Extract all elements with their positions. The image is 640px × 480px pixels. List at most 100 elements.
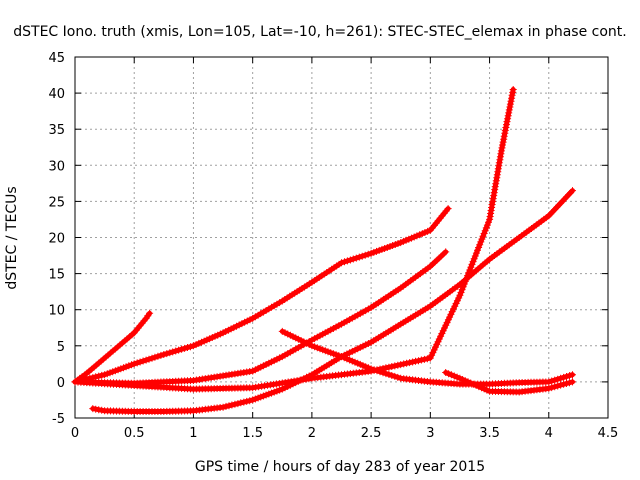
- data-point: [163, 350, 171, 358]
- data-point: [505, 109, 513, 117]
- data-point: [151, 353, 159, 361]
- data-point: [370, 366, 378, 374]
- y-tick-label: 15: [48, 268, 65, 283]
- data-point: [246, 397, 254, 405]
- data-point: [169, 348, 177, 356]
- data-point: [505, 106, 513, 114]
- y-tick-label: 40: [48, 87, 65, 102]
- data-point: [385, 371, 393, 378]
- data-point: [412, 357, 419, 365]
- data-point: [130, 360, 138, 368]
- data-point: [545, 378, 553, 386]
- data-point: [133, 359, 141, 367]
- data-point: [551, 376, 559, 384]
- grid: [75, 57, 608, 418]
- data-point: [417, 356, 425, 364]
- data-point: [557, 374, 565, 382]
- data-point: [485, 218, 492, 226]
- y-axis-ticks: -5 0 5 10 15 20 25 30 35 40 45: [48, 51, 608, 427]
- data-point: [145, 355, 153, 363]
- y-tick-label: 10: [48, 304, 65, 319]
- data-point: [222, 402, 230, 410]
- data-point: [400, 360, 408, 368]
- data-point: [385, 363, 393, 371]
- x-tick-label: 1: [189, 426, 197, 441]
- data-point: [423, 355, 431, 363]
- data-point: [175, 346, 183, 354]
- data-point: [376, 368, 384, 376]
- data-point: [237, 399, 245, 407]
- y-tick-label: 35: [48, 123, 65, 138]
- data-point: [509, 86, 517, 93]
- x-tick-label: 4: [545, 426, 553, 441]
- data-point: [503, 118, 511, 126]
- data-point: [166, 349, 174, 357]
- data-point: [240, 398, 248, 406]
- y-axis-label: dSTEC / TECUs: [4, 186, 20, 289]
- data-point: [228, 401, 236, 409]
- x-tick-label: 0: [71, 426, 79, 441]
- data-point: [499, 141, 506, 149]
- data-point: [394, 361, 402, 369]
- data-point: [160, 351, 168, 358]
- data-point: [364, 250, 372, 258]
- data-point: [142, 356, 150, 364]
- series-7: [442, 369, 576, 396]
- data-point: [403, 359, 411, 367]
- data-point: [501, 126, 509, 134]
- data-point: [554, 375, 562, 383]
- data-point: [157, 351, 165, 359]
- x-axis-label: GPS time / hours of day 283 of year 2015: [195, 459, 485, 475]
- x-tick-label: 3: [426, 426, 434, 441]
- y-tick-label: 30: [48, 159, 65, 174]
- data-point: [98, 406, 106, 414]
- data-point: [355, 253, 363, 261]
- data-point: [560, 373, 568, 381]
- data-point: [148, 354, 156, 362]
- data-point: [178, 345, 186, 353]
- data-point: [225, 402, 233, 410]
- data-point: [548, 377, 556, 385]
- data-point: [394, 373, 402, 381]
- data-point: [136, 358, 144, 366]
- data-point: [154, 352, 162, 360]
- data-point: [566, 379, 573, 387]
- series-5: [89, 187, 576, 415]
- data-point: [146, 309, 154, 317]
- data-point: [139, 357, 147, 365]
- data-point: [388, 372, 396, 379]
- data-point: [341, 258, 348, 266]
- y-tick-label: 45: [48, 51, 65, 66]
- data-point: [391, 362, 399, 370]
- data-point: [471, 252, 479, 260]
- data-point: [457, 289, 465, 296]
- data-point: [379, 369, 387, 377]
- data-point: [98, 371, 106, 379]
- data-point: [343, 257, 351, 265]
- x-tick-label: 3.5: [479, 426, 500, 441]
- data-point: [415, 357, 422, 365]
- x-tick-label: 0.5: [124, 426, 145, 441]
- y-tick-label: 20: [48, 232, 65, 247]
- data-point: [187, 343, 194, 351]
- y-tick-label: 0: [57, 376, 65, 391]
- data-point: [231, 400, 239, 408]
- y-tick-label: 5: [57, 340, 65, 355]
- data-point: [219, 403, 227, 411]
- data-point: [346, 256, 354, 264]
- data-point: [506, 100, 514, 108]
- data-point: [382, 370, 390, 378]
- data-point: [95, 372, 103, 380]
- data-point: [349, 255, 357, 263]
- data-point: [500, 132, 508, 140]
- data-point: [444, 205, 452, 213]
- data-point: [373, 367, 381, 375]
- data-point: [507, 97, 515, 105]
- data-point: [548, 384, 556, 392]
- data-series: [71, 86, 576, 415]
- data-point: [442, 248, 450, 256]
- data-point: [367, 365, 375, 373]
- chart-title: dSTEC Iono. truth (xmis, Lon=105, Lat=-1…: [13, 24, 626, 40]
- x-tick-label: 2.5: [361, 426, 382, 441]
